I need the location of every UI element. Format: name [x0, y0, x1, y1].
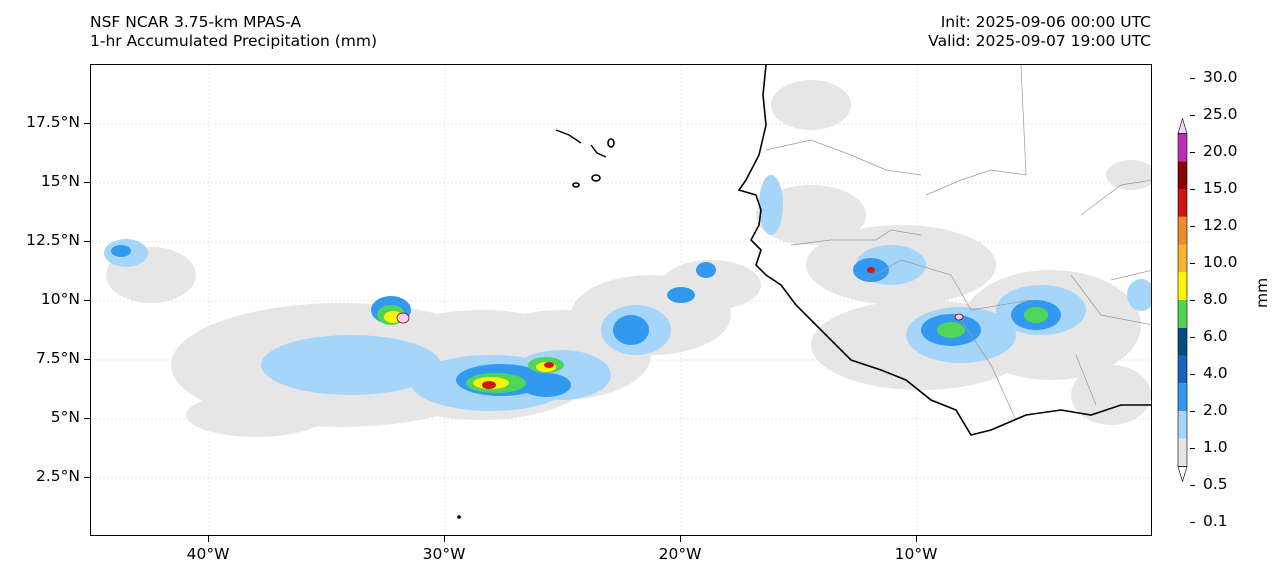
- colorbar-segment: [1178, 355, 1187, 384]
- model-title: NSF NCAR 3.75-km MPAS-A: [90, 13, 302, 31]
- lat-tick-label: 2.5°N: [36, 467, 80, 485]
- colorbar-segment: [1178, 189, 1187, 217]
- heavy-precipitation-cells: [377, 267, 1048, 393]
- init-time: Init: 2025-09-06 00:00 UTC: [940, 13, 1151, 31]
- lon-tick-label: 20°W: [658, 545, 702, 563]
- colorbar-tick-mark: [1190, 299, 1195, 301]
- colorbar-tick-mark: [1190, 114, 1195, 116]
- light-precipitation-field: [106, 80, 1151, 437]
- colorbar-tick-mark: [1190, 521, 1195, 523]
- time-info-block: Init: 2025-09-06 00:00 UTC Valid: 2025-0…: [928, 13, 1151, 51]
- colorbar-segment: [1178, 272, 1187, 300]
- colorbar-outline: [1177, 133, 1188, 467]
- colorbar-tick-mark: [1190, 447, 1195, 449]
- colorbar-tick-label: 30.0: [1203, 68, 1238, 86]
- lat-tick-mark: [84, 358, 90, 360]
- colorbar-tick-label: 10.0: [1203, 253, 1238, 271]
- lon-tick-mark: [915, 536, 917, 542]
- colorbar-tick-mark: [1190, 336, 1195, 338]
- lat-tick-label: 10°N: [40, 290, 80, 308]
- colorbar-tick-label: 25.0: [1203, 105, 1238, 123]
- lat-tick-label: 15°N: [40, 172, 80, 190]
- colorbar-segment: [1178, 300, 1187, 328]
- colorbar-tick-mark: [1190, 151, 1195, 153]
- colorbar-tick-label: 2.0: [1203, 401, 1228, 419]
- colorbar-segment: [1178, 383, 1187, 411]
- lat-tick-label: 17.5°N: [26, 113, 80, 131]
- colorbar-tick-mark: [1190, 373, 1195, 375]
- colorbar-tick-label: 8.0: [1203, 290, 1228, 308]
- colorbar-tick-label: 4.0: [1203, 364, 1228, 382]
- lon-tick-mark: [443, 536, 445, 542]
- colorbar-tick-label: 15.0: [1203, 179, 1238, 197]
- colorbar-tick-label: 0.1: [1203, 512, 1228, 530]
- colorbar-tick-mark: [1190, 77, 1195, 79]
- lon-tick-label: 10°W: [894, 545, 938, 563]
- colorbar-tick-mark: [1190, 484, 1195, 486]
- lat-tick-mark: [84, 122, 90, 124]
- country-borders: [765, 65, 1151, 421]
- colorbar-segment: [1178, 216, 1187, 245]
- colorbar-segment: [1178, 327, 1187, 356]
- colorbar-tick-label: 12.0: [1203, 216, 1238, 234]
- colorbar-segment: [1178, 133, 1187, 162]
- precipitation-map: [90, 64, 1152, 536]
- colorbar-tick-label: 20.0: [1203, 142, 1238, 160]
- colorbar-tick-label: 0.5: [1203, 475, 1228, 493]
- moderate-precipitation-field: [104, 175, 1151, 411]
- lon-tick-label: 40°W: [186, 545, 230, 563]
- lon-tick-label: 30°W: [422, 545, 466, 563]
- lat-tick-mark: [84, 181, 90, 183]
- colorbar-tick-mark: [1190, 262, 1195, 264]
- lon-tick-mark: [207, 536, 209, 542]
- colorbar-tick-mark: [1190, 225, 1195, 227]
- lat-tick-mark: [84, 240, 90, 242]
- colorbar-tick-mark: [1190, 188, 1195, 190]
- lon-tick-mark: [679, 536, 681, 542]
- colorbar-tick-label: 1.0: [1203, 438, 1228, 456]
- colorbar-extend-max: [1177, 117, 1188, 134]
- colorbar-segment: [1178, 411, 1187, 439]
- lat-tick-mark: [84, 299, 90, 301]
- lat-tick-label: 12.5°N: [26, 231, 80, 249]
- lat-tick-mark: [84, 417, 90, 419]
- colorbar-segment: [1178, 438, 1187, 467]
- lat-tick-mark: [84, 476, 90, 478]
- colorbar: [1177, 117, 1188, 483]
- valid-time: Valid: 2025-09-07 19:00 UTC: [928, 32, 1151, 50]
- colorbar-segment: [1178, 244, 1187, 273]
- colorbar-title: mm: [1253, 277, 1271, 308]
- colorbar-extend-min: [1177, 466, 1188, 483]
- colorbar-segment: [1178, 161, 1187, 189]
- lat-tick-label: 7.5°N: [36, 349, 80, 367]
- map-title-block: NSF NCAR 3.75-km MPAS-A 1-hr Accumulated…: [90, 13, 377, 51]
- coastline: [457, 65, 1151, 519]
- lat-tick-label: 5°N: [50, 408, 80, 426]
- colorbar-tick-mark: [1190, 410, 1195, 412]
- colorbar-tick-label: 6.0: [1203, 327, 1228, 345]
- field-title: 1-hr Accumulated Precipitation (mm): [90, 32, 377, 50]
